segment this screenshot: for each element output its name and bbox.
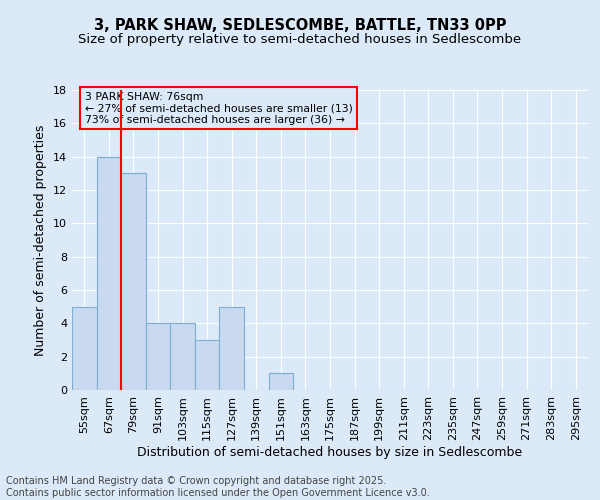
Bar [220, 306, 244, 390]
X-axis label: Distribution of semi-detached houses by size in Sedlescombe: Distribution of semi-detached houses by … [137, 446, 523, 458]
Text: Contains HM Land Registry data © Crown copyright and database right 2025.
Contai: Contains HM Land Registry data © Crown c… [6, 476, 430, 498]
Text: 3, PARK SHAW, SEDLESCOMBE, BATTLE, TN33 0PP: 3, PARK SHAW, SEDLESCOMBE, BATTLE, TN33 … [94, 18, 506, 32]
Bar [146, 324, 170, 390]
Bar [170, 324, 195, 390]
Bar [97, 156, 121, 390]
Bar [195, 340, 220, 390]
Text: Size of property relative to semi-detached houses in Sedlescombe: Size of property relative to semi-detach… [79, 32, 521, 46]
Bar [269, 374, 293, 390]
Bar [72, 306, 97, 390]
Text: 3 PARK SHAW: 76sqm
← 27% of semi-detached houses are smaller (13)
73% of semi-de: 3 PARK SHAW: 76sqm ← 27% of semi-detache… [85, 92, 353, 125]
Bar [121, 174, 146, 390]
Y-axis label: Number of semi-detached properties: Number of semi-detached properties [34, 124, 47, 356]
